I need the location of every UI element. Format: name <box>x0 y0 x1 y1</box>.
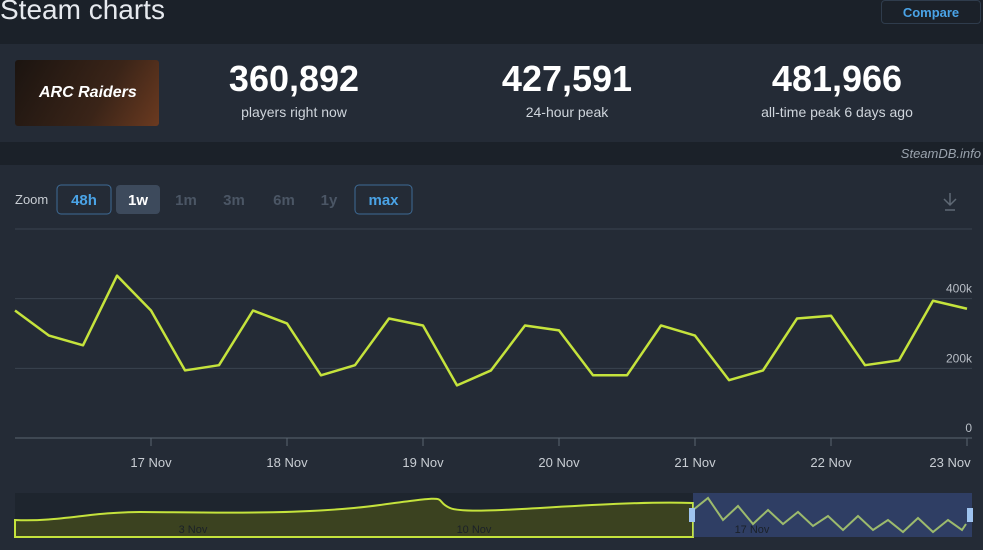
navigator-line <box>14 497 694 538</box>
watermark: SteamDB.info <box>900 146 981 161</box>
download-icon[interactable] <box>943 193 957 211</box>
navigator-handle[interactable] <box>967 508 973 522</box>
zoom-option[interactable]: 48h <box>71 192 97 209</box>
stat: 481,966 all-time peak 6 days ago <box>717 58 957 120</box>
page-title: Steam charts <box>0 0 165 25</box>
y-tick-label: 200k <box>946 351 973 365</box>
navigator-label: 10 Nov <box>457 524 492 536</box>
x-tick-label: 18 Nov <box>266 455 308 470</box>
stat-label: players right now <box>241 104 347 120</box>
x-tick-label: 22 Nov <box>810 455 852 470</box>
y-tick-label: 400k <box>946 282 973 296</box>
x-tick-label: 20 Nov <box>538 455 580 470</box>
navigator-label: 3 Nov <box>179 524 208 536</box>
zoom-button[interactable] <box>116 185 160 214</box>
navigator-selection[interactable] <box>693 493 972 537</box>
x-tick-label: 23 Nov <box>929 455 971 470</box>
player-line <box>14 274 968 387</box>
stats-panel: ARC Raiders 360,892 players right now 427… <box>0 44 983 142</box>
zoom-label: Zoom <box>15 192 48 207</box>
zoom-option[interactable]: 3m <box>223 192 245 209</box>
navigator-handle[interactable] <box>689 508 695 522</box>
stat-label: 24-hour peak <box>525 104 609 120</box>
zoom-option[interactable]: 1w <box>128 192 148 209</box>
navigator-label: 17 Nov <box>735 524 770 536</box>
zoom-option[interactable]: 6m <box>273 192 295 209</box>
zoom-button[interactable] <box>56 184 112 215</box>
stat: 427,591 24-hour peak <box>447 58 687 120</box>
stat-label: all-time peak 6 days ago <box>761 104 913 120</box>
compare-button[interactable]: Compare <box>881 0 981 24</box>
stat-value: 427,591 <box>501 58 633 99</box>
stat-value: 360,892 <box>228 58 360 99</box>
game-logo: ARC Raiders <box>15 60 159 126</box>
x-tick-label: 17 Nov <box>130 455 172 470</box>
zoom-button[interactable] <box>354 184 413 215</box>
zoom-option[interactable]: max <box>368 192 399 209</box>
zoom-option[interactable]: 1m <box>175 192 197 209</box>
x-tick-label: 21 Nov <box>674 455 716 470</box>
x-tick-label: 19 Nov <box>402 455 444 470</box>
stat: 360,892 players right now <box>174 58 414 120</box>
navigator-line <box>692 496 967 534</box>
stat-value: 481,966 <box>771 58 903 99</box>
y-tick-label: 0 <box>965 421 972 435</box>
zoom-option[interactable]: 1y <box>321 192 338 209</box>
